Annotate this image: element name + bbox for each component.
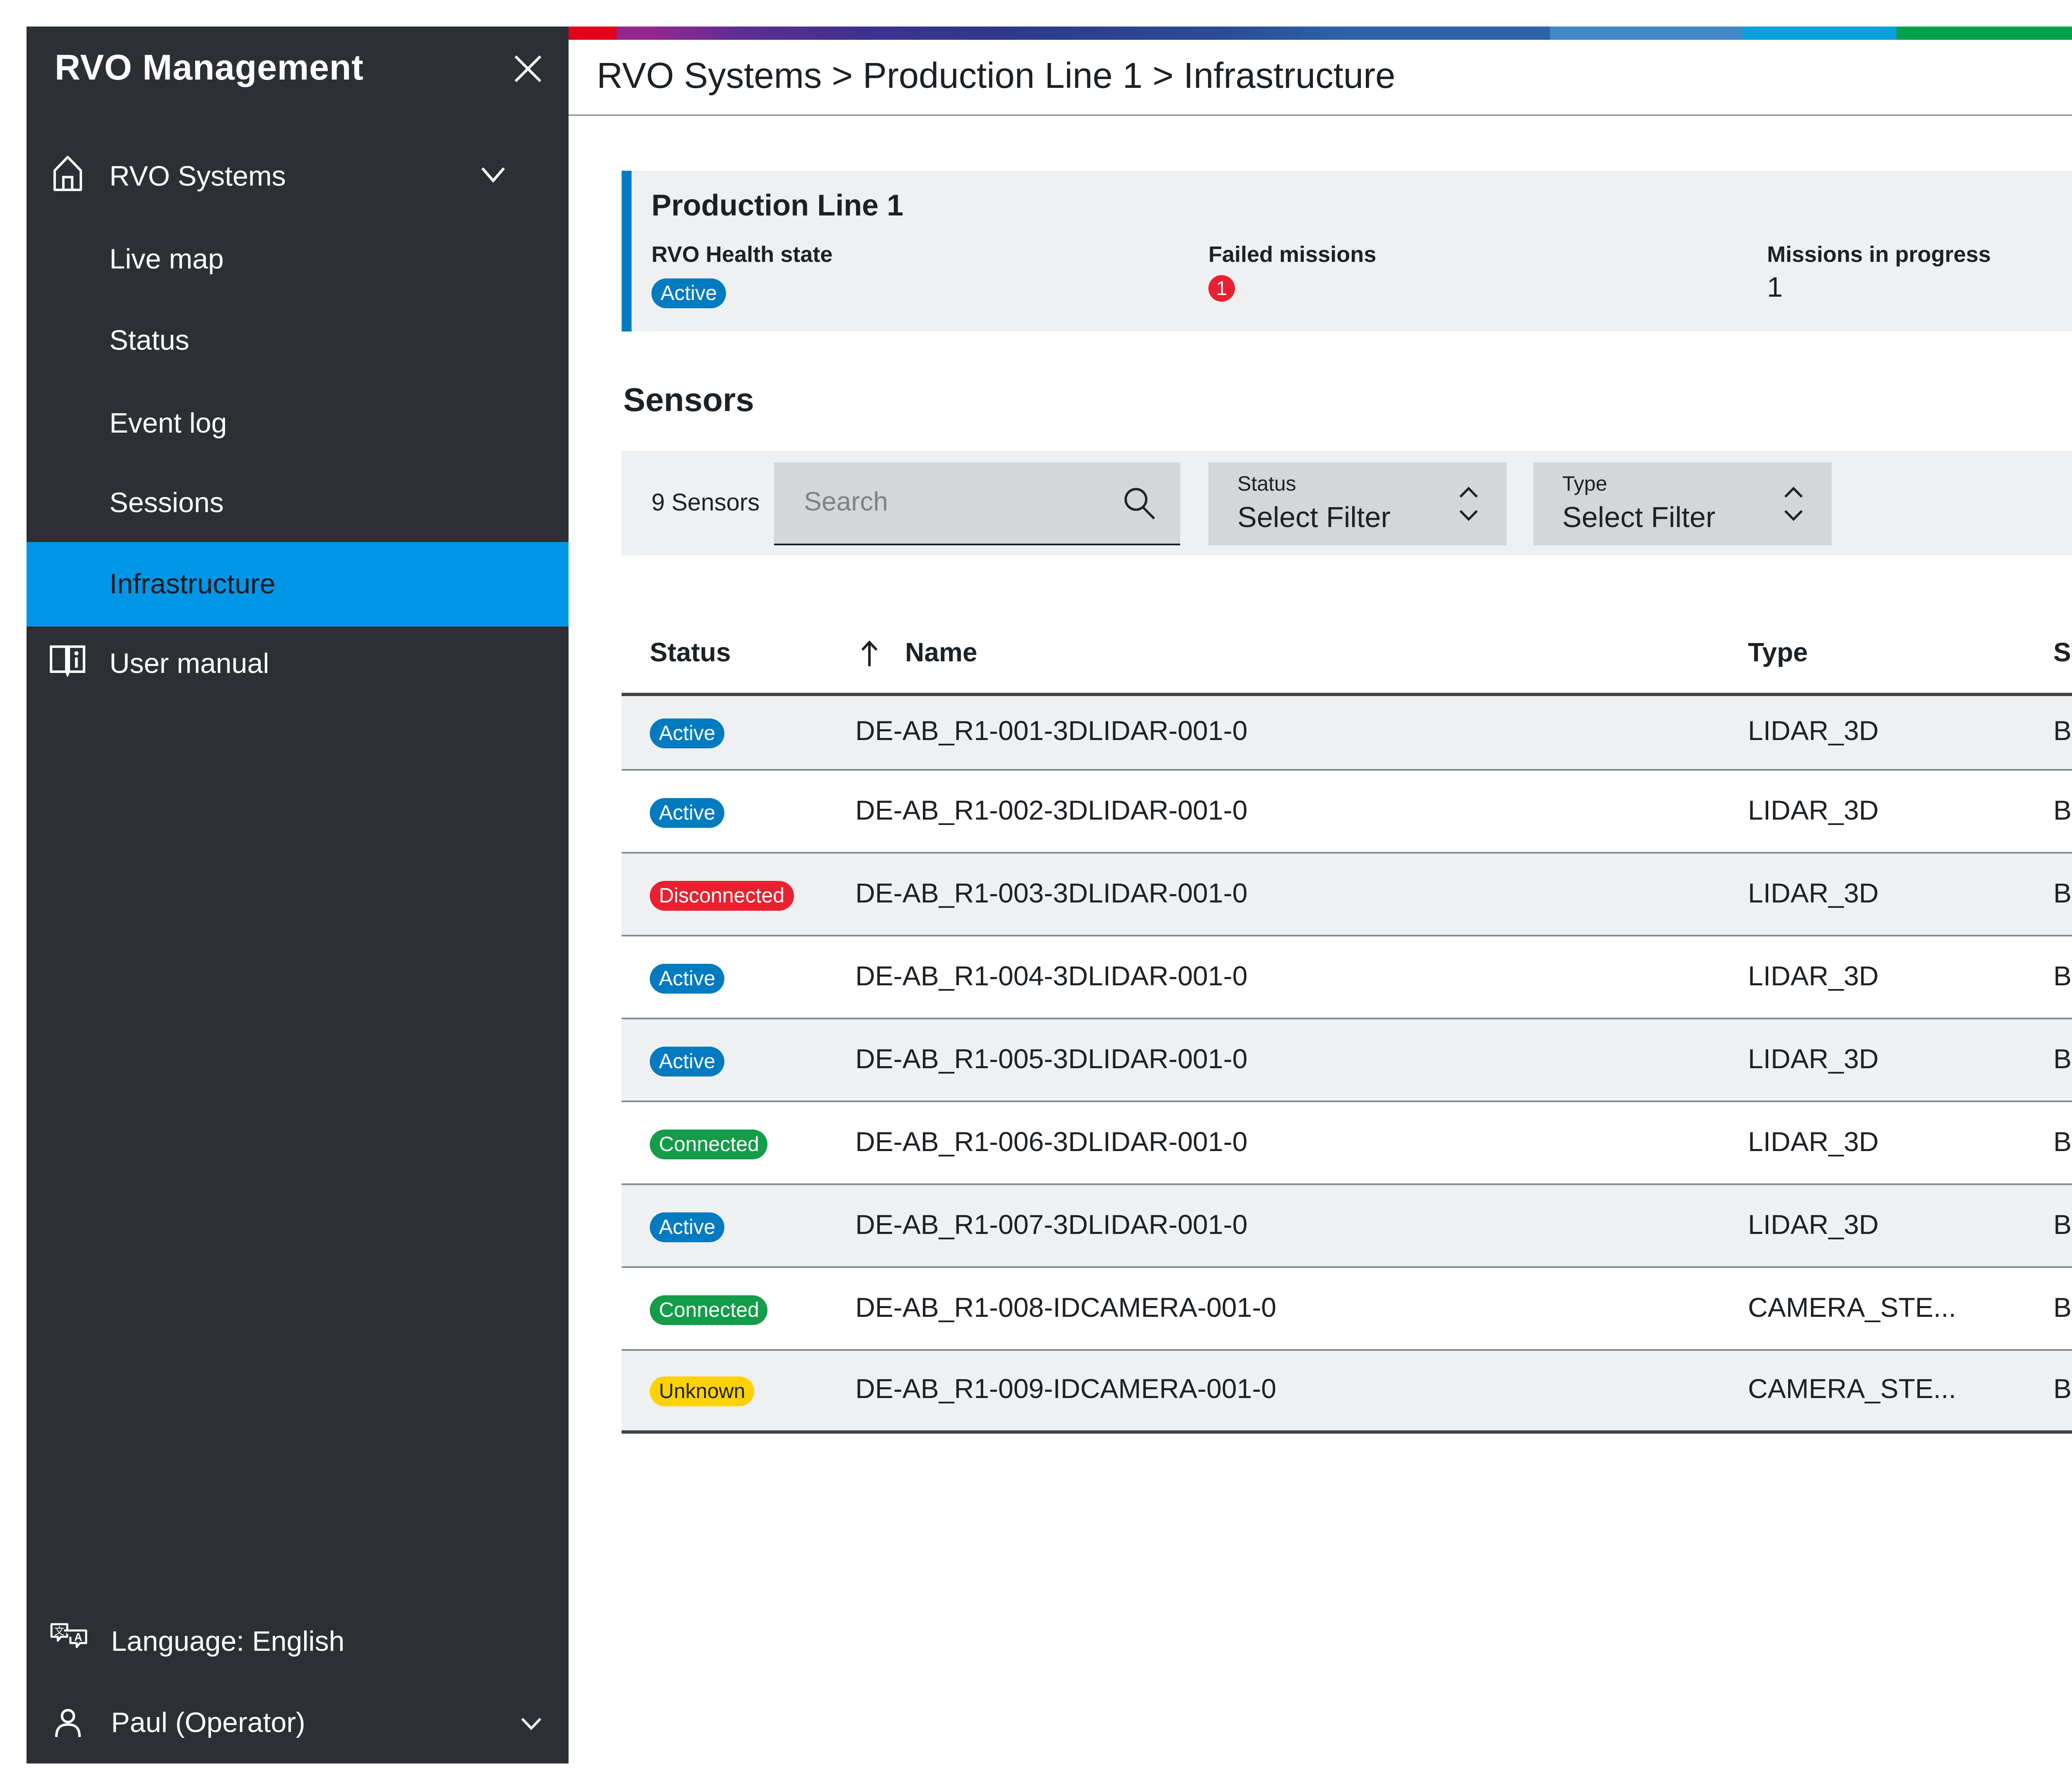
svg-text:A: A <box>74 1631 82 1643</box>
svg-text:文: 文 <box>54 1626 65 1637</box>
